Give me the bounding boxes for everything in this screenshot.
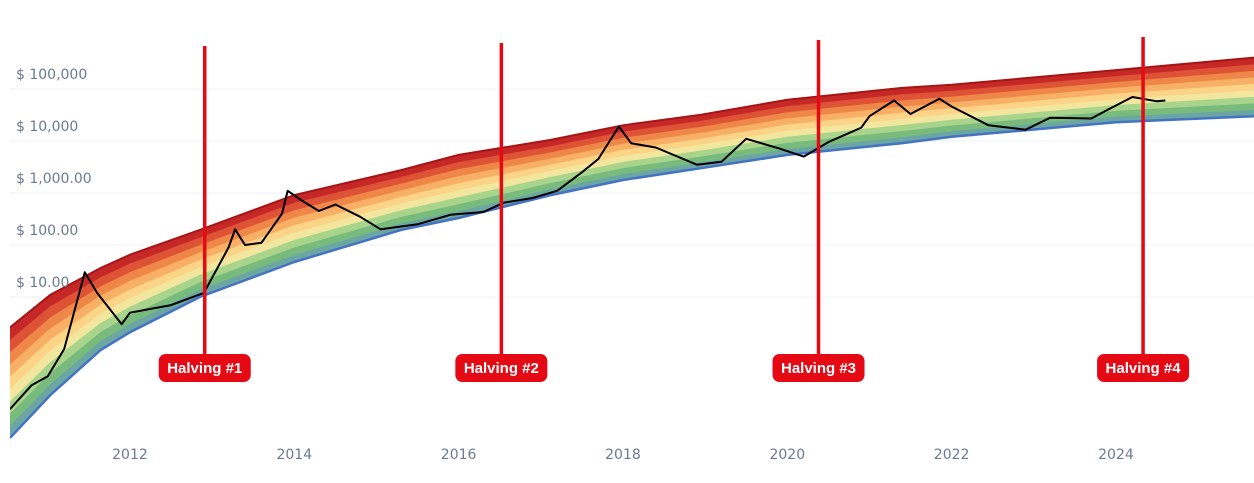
x-tick-label: 2020 [769, 447, 805, 463]
halving-label: Halving #2 [464, 360, 539, 377]
halving-badge [1097, 354, 1190, 382]
x-tick-label: 2016 [441, 447, 477, 463]
x-tick-label: 2022 [934, 447, 970, 463]
x-tick-label: 2024 [1098, 447, 1134, 463]
halving-label: Halving #1 [167, 360, 242, 377]
series [10, 96, 1166, 410]
price-line [10, 96, 1166, 410]
rainbow-bottom [10, 114, 1254, 439]
y-tick-label: $ 10,000 [16, 119, 78, 135]
labels: $ 100,000 $ 10,000 $ 1,000.00 $ 100.00 $ 10.… [16, 37, 1190, 463]
halving-badge [772, 354, 865, 382]
halving-badge [455, 354, 548, 382]
y-tick-label: $ 100.00 [16, 223, 78, 239]
rainbow [10, 56, 1254, 439]
x-tick-label: 2014 [276, 447, 312, 463]
y-tick-label: $ 10.00 [16, 275, 69, 291]
halving-label: Halving #4 [1106, 360, 1182, 377]
x-tick-label: 2018 [605, 447, 641, 463]
y-tick-label: $ 1,000.00 [16, 171, 92, 187]
x-tick-label: 2012 [112, 447, 148, 463]
y-tick-label: $ 100,000 [16, 67, 87, 83]
halving-badge [158, 354, 251, 382]
halving-label: Halving #3 [781, 360, 856, 377]
rainbow-top [10, 56, 1254, 329]
